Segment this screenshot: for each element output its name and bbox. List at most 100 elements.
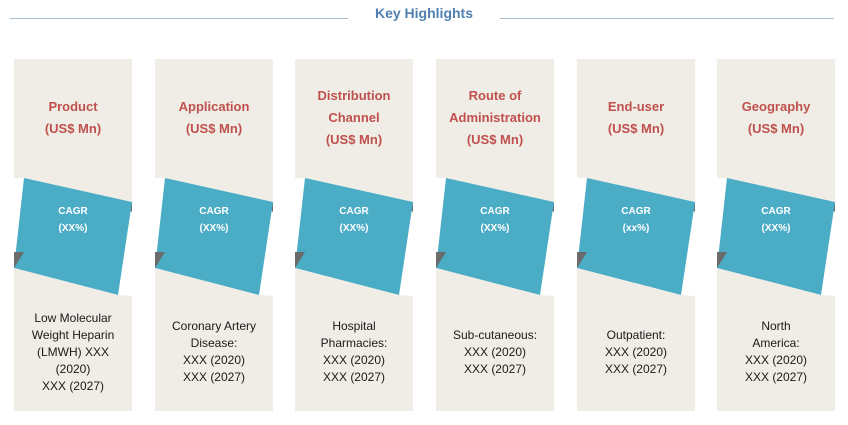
card-heading: Geography (US$ Mn) <box>717 96 835 140</box>
card-body: Outpatient: XXX (2020) XXX (2027) <box>579 327 693 378</box>
card-body-line: Weight Heparin <box>31 327 115 342</box>
card-heading-line: Product <box>48 99 98 114</box>
highlight-card: Route of Administration (US$ Mn) CAGR (XX%) S… <box>436 0 576 425</box>
card-bottom-panel <box>577 268 695 411</box>
card-bottom-fold <box>577 252 587 268</box>
card-cagr-band <box>155 178 273 295</box>
highlight-card: Distribution Channel (US$ Mn) CAGR (XX%) Hosp… <box>295 0 435 425</box>
highlight-card: Geography (US$ Mn) CAGR (XX%) North America: X… <box>717 0 848 425</box>
card-heading-line: Administration <box>449 110 541 125</box>
cagr-label: CAGR (XX%) <box>727 203 825 237</box>
card-bottom-panel <box>155 268 273 411</box>
card-body: Coronary Artery Disease: XXX (2020) XXX (20… <box>157 318 271 386</box>
card-body-line: Disease: <box>190 336 238 350</box>
card-heading-line: Application <box>178 99 250 114</box>
card-body-line: XXX (2027) <box>463 361 527 376</box>
card-bottom-panel <box>436 268 554 411</box>
card-body-line: XXX (2020) <box>182 353 246 367</box>
cagr-line: CAGR <box>761 206 791 217</box>
cagr-label: CAGR (xx%) <box>587 203 685 237</box>
card-shape <box>436 59 554 411</box>
card-body: Low Molecular Weight Heparin (LMWH) XXX (20… <box>16 310 130 395</box>
highlight-card: Application (US$ Mn) CAGR (XX%) Coronary Art… <box>155 0 295 425</box>
card-body: Hospital Pharmacies: XXX (2020) XXX (2027) <box>297 318 411 386</box>
card-top-panel <box>577 59 695 202</box>
card-shape <box>295 59 413 411</box>
card-heading-line: (US$ Mn) <box>185 121 243 136</box>
cagr-label: CAGR (XX%) <box>446 203 544 237</box>
cagr-label: CAGR (XX%) <box>165 203 263 237</box>
card-bottom-panel <box>717 268 835 411</box>
card-top-panel <box>155 59 273 202</box>
cagr-line: (XX%) <box>199 223 229 234</box>
card-body-line: (2020) <box>55 361 91 376</box>
card-heading-line: Channel <box>328 110 380 125</box>
card-body-line: Coronary Artery <box>171 319 257 333</box>
card-body-line: Outpatient: <box>606 327 666 342</box>
card-cagr-band <box>717 178 835 295</box>
card-shape <box>14 59 132 411</box>
card-body-line: XXX (2027) <box>182 370 246 384</box>
card-body-line: Pharmacies: <box>320 336 388 350</box>
card-shape <box>155 59 273 411</box>
title-divider-right <box>500 18 834 19</box>
card-cagr-band <box>577 178 695 295</box>
card-body-line: Sub-cutaneous: <box>452 327 538 342</box>
card-body-line: XXX (2020) <box>744 353 808 367</box>
cagr-line: CAGR <box>480 206 510 217</box>
card-top-panel <box>436 59 554 202</box>
card-body-line: XXX (2020) <box>604 344 668 359</box>
card-top-panel <box>717 59 835 202</box>
cagr-line: (xx%) <box>622 223 650 234</box>
card-body-line: XXX (2027) <box>41 378 105 393</box>
title-divider-left <box>10 18 348 19</box>
card-heading-line: (US$ Mn) <box>607 121 665 136</box>
card-heading-line: Route of <box>468 88 522 103</box>
title-bar: Key Highlights <box>0 0 848 30</box>
card-heading-line: (US$ Mn) <box>325 132 383 147</box>
card-bottom-fold <box>14 252 24 268</box>
cagr-line: CAGR <box>199 206 229 217</box>
card-body-line: Low Molecular <box>34 310 112 325</box>
card-top-panel <box>14 59 132 202</box>
card-bottom-fold <box>436 252 446 268</box>
card-heading-line: End-user <box>607 99 665 114</box>
card-bottom-panel <box>14 268 132 411</box>
card-heading-line: (US$ Mn) <box>44 121 102 136</box>
card-body-line: XXX (2027) <box>604 361 668 376</box>
cagr-line: (XX%) <box>339 223 369 234</box>
card-heading-line: (US$ Mn) <box>747 121 805 136</box>
page-title: Key Highlights <box>374 5 473 21</box>
card-heading-line: (US$ Mn) <box>466 132 524 147</box>
card-cagr-band <box>436 178 554 295</box>
card-body-line: XXX (2027) <box>744 370 808 384</box>
card-body-line: XXX (2020) <box>463 344 527 359</box>
card-heading: Distribution Channel (US$ Mn) <box>295 85 413 151</box>
card-top-panel <box>295 59 413 202</box>
card-heading: End-user (US$ Mn) <box>577 96 695 140</box>
cagr-label: CAGR (XX%) <box>24 203 122 237</box>
card-shape <box>577 59 695 411</box>
card-body-line: (LMWH) XXX <box>37 344 109 359</box>
highlight-card: Product (US$ Mn) CAGR (XX%) Low Molecular Wei… <box>14 0 154 425</box>
highlight-card: End-user (US$ Mn) CAGR (xx%) Outpatient: XXX … <box>577 0 717 425</box>
card-heading-line: Distribution <box>317 88 391 103</box>
card-heading: Application (US$ Mn) <box>155 96 273 140</box>
card-body: North America: XXX (2020) XXX (2027) <box>719 318 833 386</box>
card-body-line: North <box>761 319 791 333</box>
card-body-line: XXX (2027) <box>322 370 386 384</box>
card-cagr-band <box>14 178 132 295</box>
cagr-line: CAGR <box>621 206 651 217</box>
card-bottom-fold <box>717 252 727 268</box>
card-cagr-band <box>295 178 413 295</box>
card-bottom-panel <box>295 268 413 411</box>
card-shape <box>717 59 835 411</box>
card-heading-line: Geography <box>741 99 811 114</box>
cagr-line: CAGR <box>58 206 88 217</box>
card-heading: Product (US$ Mn) <box>14 96 132 140</box>
card-body-line: America: <box>752 336 800 350</box>
cagr-line: (XX%) <box>58 223 88 234</box>
card-body-line: Hospital <box>332 319 376 333</box>
card-bottom-fold <box>155 252 165 268</box>
card-heading: Route of Administration (US$ Mn) <box>436 85 554 151</box>
